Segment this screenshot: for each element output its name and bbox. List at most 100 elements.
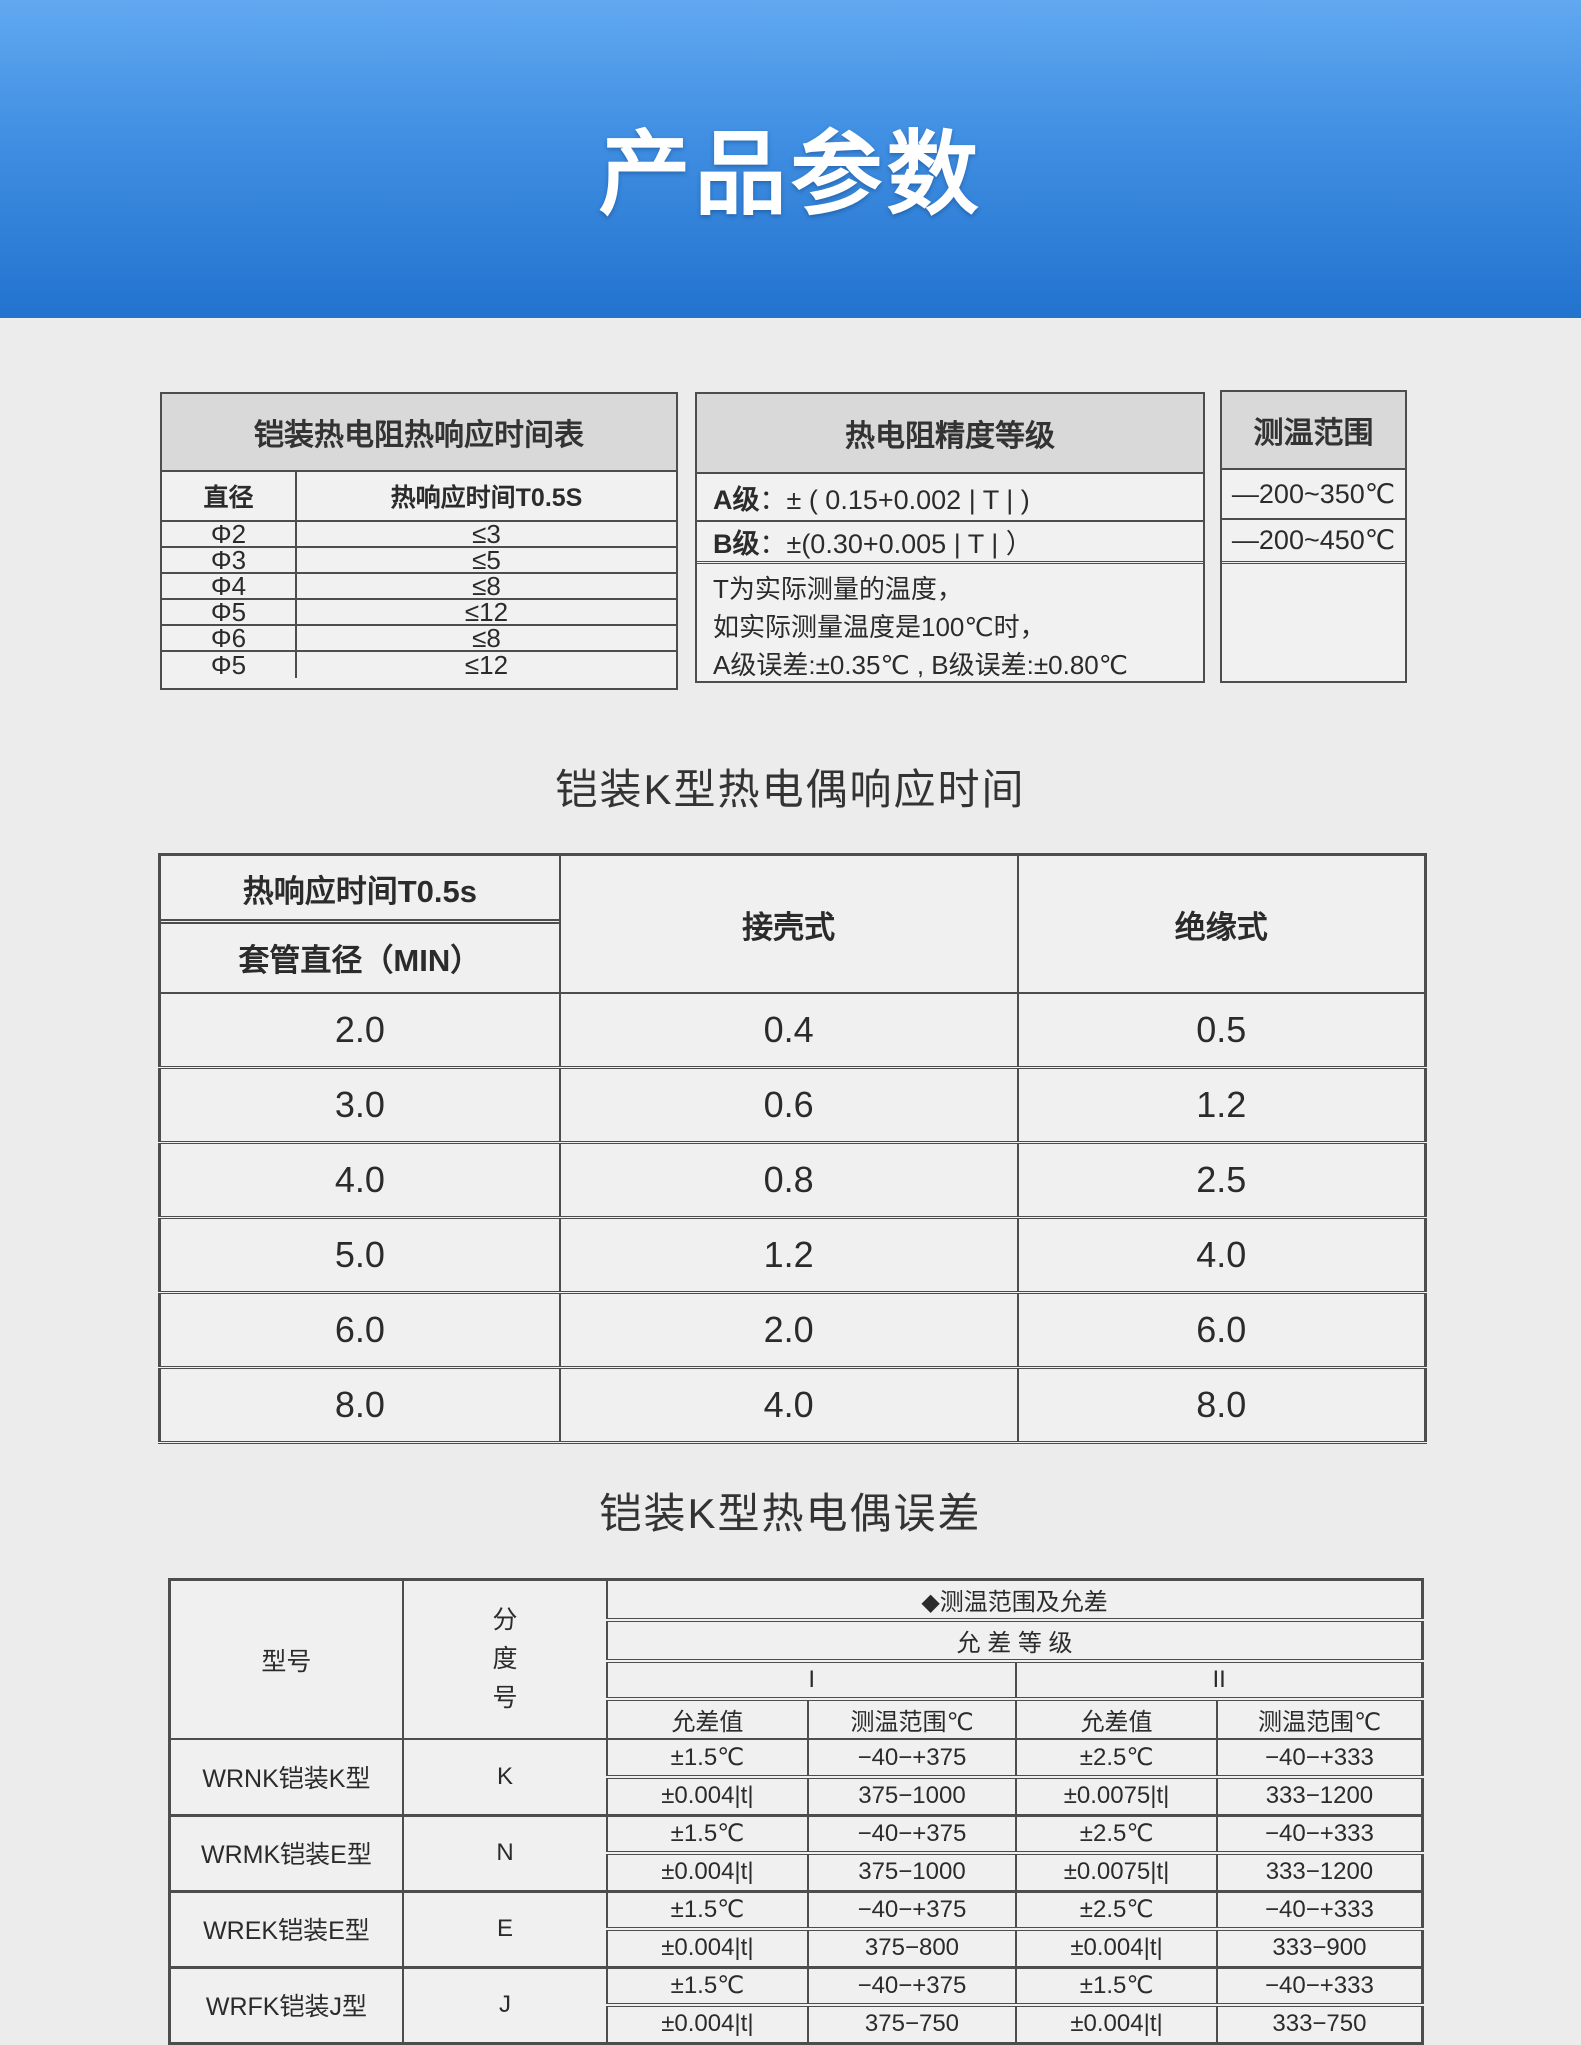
header-left-bottom: 套管直径（MIN） xyxy=(238,942,482,978)
grade-a-row: A级 ：± ( 0.15+0.002 | T | ) xyxy=(697,474,1203,522)
grade-i-header: I xyxy=(606,1660,1018,1701)
table-row: ±0.004|t| 375−1000 ±0.0075|t| 333−1200 xyxy=(170,1776,1424,1817)
column-header: 直径 xyxy=(162,472,297,522)
table-cell: ≤12 xyxy=(464,649,509,680)
table-cell: 375−750 xyxy=(806,2004,1018,2044)
sub-header: 允差值 xyxy=(606,1698,809,1740)
table-cell: 8.0 xyxy=(158,1366,561,1444)
table-cell: ≤5 xyxy=(297,545,676,575)
table-cell: ±1.5℃ xyxy=(606,1890,809,1931)
table-cell: −40−+375 xyxy=(806,1890,1018,1931)
table-cell: ±0.004|t| xyxy=(606,1928,809,1969)
table-cell: 375−1000 xyxy=(806,1776,1018,1817)
note-line: T为实际测量的温度， xyxy=(713,574,963,604)
table-cell: −40−+333 xyxy=(1215,1814,1424,1855)
column-header: 热响应时间T0.5S xyxy=(297,472,676,522)
table-cell: Φ6 xyxy=(162,623,297,653)
table-cell: 0.4 xyxy=(558,992,1019,1069)
table-cell: 333−1200 xyxy=(1215,1776,1424,1817)
page-title: 产品参数 xyxy=(598,124,983,226)
note-line: 如实际测量温度是100℃时， xyxy=(713,612,1046,642)
note-line: A级误差:±0.35℃ , B级误差:±0.80℃ xyxy=(713,650,1128,680)
header-row: 热响应时间T0.5s 套管直径（MIN） 接壳式 绝缘式 xyxy=(158,853,1427,994)
table-row: 3.0 0.6 1.2 xyxy=(158,1066,1427,1144)
table-cell: Φ5 xyxy=(162,597,297,627)
table-cell: 2.5 xyxy=(1016,1141,1427,1219)
table-row: 5.0 1.2 4.0 xyxy=(158,1216,1427,1294)
grade-ii-header: II xyxy=(1015,1660,1424,1701)
table-cell: −40−+333 xyxy=(1215,1738,1424,1779)
column-header-insulated: 绝缘式 xyxy=(1016,853,1427,994)
table-row: ±0.004|t| 375−800 ±0.004|t| 333−900 xyxy=(170,1928,1424,1969)
table-cell: ≤3 xyxy=(297,519,676,549)
table-cell: Φ2 xyxy=(162,519,297,549)
index-cell: J xyxy=(401,1966,609,2044)
table-title: 测温范围 xyxy=(1222,392,1405,470)
table-cell: ±2.5℃ xyxy=(1015,1890,1218,1931)
table-cell: ±2.5℃ xyxy=(1015,1814,1218,1855)
table-cell: 375−800 xyxy=(806,1928,1018,1969)
header-row: 型号 分度号 ◆测温范围及允差 xyxy=(168,1578,1424,1740)
model-cell: WRMK铠装E型 xyxy=(168,1814,404,1893)
table-cell: 5.0 xyxy=(158,1216,561,1294)
table-cell: Φ4 xyxy=(162,571,297,601)
table-row: ±0.004|t| 375−1000 ±0.0075|t| 333−1200 xyxy=(170,1852,1424,1893)
range-row: —200~450℃ xyxy=(1222,520,1405,564)
grade-header: 允 差 等 级 xyxy=(606,1619,1424,1663)
table-cell: −40−+333 xyxy=(1215,1966,1424,2007)
header-left-top: 热响应时间T0.5s xyxy=(161,858,559,924)
model-cell: WRNK铠装K型 xyxy=(168,1738,404,1817)
page-banner: 产品参数 xyxy=(0,0,1581,318)
grade-a-label: A级 xyxy=(713,484,760,515)
table-cell: 8.0 xyxy=(1016,1366,1427,1444)
span-header: ◆测温范围及允差 xyxy=(606,1578,1424,1622)
model-cell: WRFK铠装J型 xyxy=(168,1966,404,2044)
measuring-range-table: 测温范围 —200~350℃ —200~450℃ xyxy=(1220,390,1407,683)
table-cell: ≤8 xyxy=(297,571,676,601)
table-cell: ±0.004|t| xyxy=(606,2004,809,2044)
section-title-error: 铠装K型热电偶误差 xyxy=(599,1490,982,1537)
table-row: 8.0 4.0 8.0 xyxy=(158,1366,1427,1444)
section-title-response: 铠装K型热电偶响应时间 xyxy=(555,766,1026,813)
table-row: 4.0 0.8 2.5 xyxy=(158,1141,1427,1219)
rtd-response-time-table: 铠装热电阻热响应时间表 直径 热响应时间T0.5S Φ2 ≤3 Φ3 ≤5 Φ4… xyxy=(160,392,678,690)
grade-notes: T为实际测量的温度， 如实际测量温度是100℃时， A级误差:±0.35℃ , … xyxy=(697,564,1203,690)
table-row: WRFK铠装J型 J ±1.5℃ −40−+375 ±1.5℃ −40−+333 xyxy=(168,1966,1424,2044)
table-cell: ±0.004|t| xyxy=(606,1776,809,1817)
table-cell: 333−750 xyxy=(1215,2004,1424,2044)
sub-header: 测温范围℃ xyxy=(1215,1698,1424,1740)
column-header-index: 分度号 xyxy=(401,1578,609,1740)
table-cell: −40−+375 xyxy=(806,1814,1018,1855)
table-row: WRMK铠装E型 N ±1.5℃ −40−+375 ±2.5℃ −40−+333 xyxy=(168,1814,1424,1893)
table-row: WREK铠装E型 E ±1.5℃ −40−+375 ±2.5℃ −40−+333 xyxy=(168,1890,1424,1969)
header-left-cell: 热响应时间T0.5s 套管直径（MIN） xyxy=(158,853,561,994)
table-cell: ±1.5℃ xyxy=(1015,1966,1218,2007)
table-cell: 0.8 xyxy=(558,1141,1019,1219)
table-title: 热电阻精度等级 xyxy=(697,394,1203,474)
rtd-accuracy-grade-table: 热电阻精度等级 A级 ：± ( 0.15+0.002 | T | ) B级 ：±… xyxy=(695,392,1205,683)
table-cell: ±0.0075|t| xyxy=(1015,1852,1218,1893)
model-cell: WREK铠装E型 xyxy=(168,1890,404,1969)
table-cell: ±0.0075|t| xyxy=(1015,1776,1218,1817)
table-cell: 375−1000 xyxy=(806,1852,1018,1893)
table-cell: 6.0 xyxy=(158,1291,561,1369)
table-cell: ≤12 xyxy=(297,597,676,627)
header-row: 允 差 等 级 xyxy=(170,1619,1424,1663)
column-header-model: 型号 xyxy=(168,1578,404,1740)
grade-b-row: B级 ：±(0.30+0.005 | T | ） xyxy=(697,522,1203,564)
table-row: WRNK铠装K型 K ±1.5℃ −40−+375 ±2.5℃ −40−+333 xyxy=(168,1738,1424,1817)
table-cell: 333−900 xyxy=(1215,1928,1424,1969)
table-cell: 333−1200 xyxy=(1215,1852,1424,1893)
grade-b-value: ：±(0.30+0.005 | T | ） xyxy=(759,529,1033,559)
table-cell: 2.0 xyxy=(558,1291,1019,1369)
table-cell: 0.6 xyxy=(558,1066,1019,1144)
table-cell: 0.5 xyxy=(1016,992,1427,1069)
grade-b-label: B级 xyxy=(713,529,760,559)
table-cell: ±0.004|t| xyxy=(606,1852,809,1893)
table-cell: ±1.5℃ xyxy=(606,1738,809,1779)
table-cell: −40−+375 xyxy=(806,1738,1018,1779)
table-cell: 2.0 xyxy=(158,992,561,1069)
table-cell: 1.2 xyxy=(1016,1066,1427,1144)
table-cell: ±0.004|t| xyxy=(1015,2004,1218,2044)
table-cell: Φ5 xyxy=(162,650,297,680)
